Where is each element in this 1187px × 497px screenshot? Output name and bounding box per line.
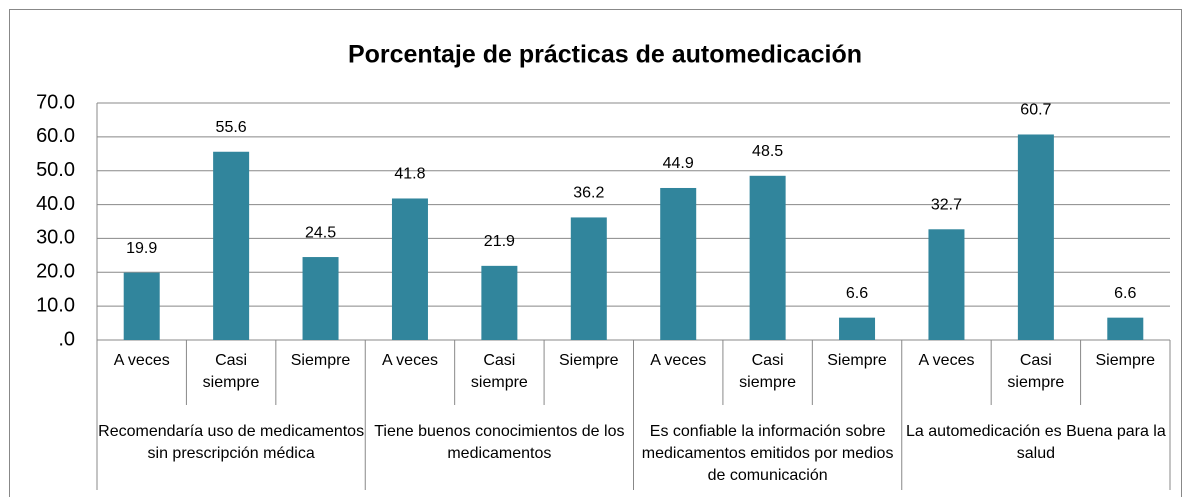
bar [1107, 317, 1144, 340]
x-tick-label: A veces [650, 352, 707, 369]
value-label: 6.6 [1114, 285, 1136, 302]
bar [660, 187, 697, 340]
x-tick-label: Siempre [290, 352, 351, 369]
chart-frame [9, 9, 1182, 497]
bar [302, 257, 339, 340]
y-tick-label: 60.0 [36, 125, 75, 147]
value-label: 48.5 [752, 143, 783, 160]
bar [123, 272, 160, 340]
x-tick-label: A veces [918, 352, 975, 369]
value-label: 44.9 [663, 155, 694, 172]
bar [213, 151, 250, 340]
bar [391, 198, 428, 340]
y-tick-label: 50.0 [36, 159, 75, 181]
value-label: 36.2 [573, 185, 604, 202]
x-tick-label: Siempre [558, 352, 619, 369]
value-label: 19.9 [126, 240, 157, 257]
x-tick-label: Casi siempre [470, 352, 528, 391]
x-tick-label: Siempre [827, 352, 887, 369]
bar [570, 217, 607, 340]
x-tick-label: Siempre [1095, 352, 1156, 369]
value-label: 55.6 [216, 119, 247, 136]
y-tick-label: 70.0 [36, 91, 75, 113]
value-label: 41.8 [394, 166, 425, 183]
y-tick-label: 40.0 [36, 193, 75, 215]
chart-title: Porcentaje de prácticas de automedicació… [348, 41, 862, 69]
x-tick-label: A veces [381, 352, 438, 369]
value-label: 24.5 [305, 224, 336, 241]
bar [481, 265, 518, 340]
group-label: Tiene buenos conocimientos de los medica… [374, 423, 625, 462]
y-tick-label: 20.0 [36, 261, 75, 283]
bar [839, 317, 876, 340]
y-tick-label: .0 [58, 328, 75, 350]
value-label: 21.9 [484, 233, 515, 250]
bar [928, 229, 965, 340]
x-tick-label: Casi siempre [1007, 352, 1065, 391]
y-tick-label: 10.0 [36, 294, 75, 316]
group-label: Es confiable la información sobre medica… [641, 423, 894, 484]
value-label: 60.7 [1020, 102, 1051, 119]
group-label: Recomendaría uso de medicamentos sin pre… [98, 423, 365, 462]
x-tick-label: Casi siempre [202, 352, 260, 391]
value-label: 32.7 [931, 197, 962, 214]
value-label: 6.6 [846, 285, 868, 302]
x-tick-label: A veces [113, 352, 170, 369]
group-label: La automedicación es Buena para la salud [906, 423, 1166, 462]
bar [1017, 134, 1054, 340]
y-tick-label: 30.0 [36, 227, 75, 249]
x-tick-label: Casi siempre [739, 352, 797, 391]
bar [749, 175, 786, 340]
